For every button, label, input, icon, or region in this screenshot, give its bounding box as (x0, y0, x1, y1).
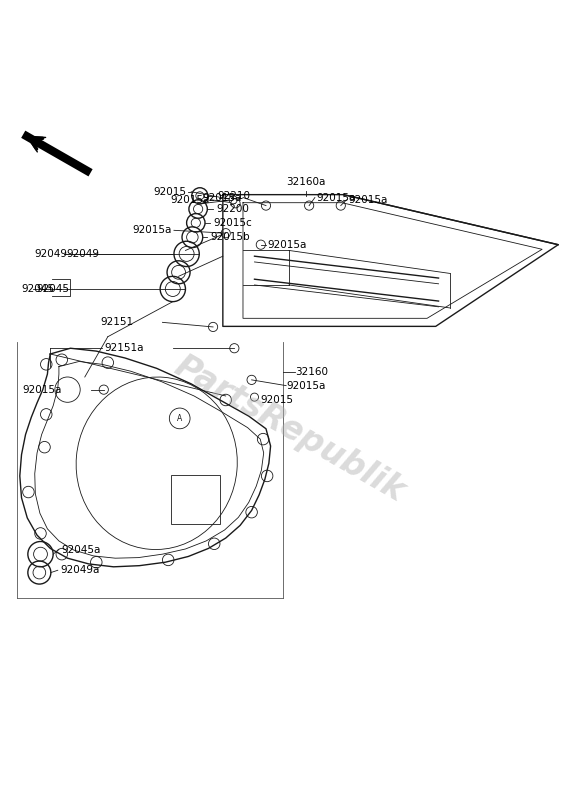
Text: 92015a: 92015a (133, 226, 172, 235)
Text: 92015a: 92015a (268, 240, 307, 250)
Text: 92015b: 92015b (210, 232, 250, 242)
Text: 92015: 92015 (260, 395, 293, 405)
Text: 32160a: 32160a (287, 177, 326, 187)
Circle shape (250, 393, 258, 401)
Text: 92049: 92049 (35, 249, 68, 259)
Text: 92015a: 92015a (171, 195, 210, 205)
Text: 92045a: 92045a (62, 545, 101, 554)
Text: 92015a: 92015a (286, 381, 325, 390)
Text: 92015a: 92015a (317, 193, 356, 202)
Text: 92049: 92049 (66, 249, 99, 259)
Text: 92015a: 92015a (23, 385, 62, 394)
Text: 92045: 92045 (36, 284, 69, 294)
Text: PartsRepublik: PartsRepublik (168, 350, 410, 508)
Text: 92015a: 92015a (349, 195, 388, 205)
Text: 32160: 32160 (295, 367, 328, 378)
Text: A: A (177, 414, 182, 423)
Text: 92210: 92210 (217, 190, 250, 201)
Text: 92151: 92151 (101, 318, 134, 327)
Text: 92151a: 92151a (105, 343, 144, 354)
Text: 92015: 92015 (154, 186, 187, 197)
Text: 92015c: 92015c (213, 218, 252, 228)
Circle shape (229, 196, 237, 204)
Text: 92200: 92200 (216, 204, 249, 214)
Text: 92049a: 92049a (61, 566, 100, 575)
Text: 92015a: 92015a (202, 193, 241, 202)
Text: 92045: 92045 (21, 284, 54, 294)
